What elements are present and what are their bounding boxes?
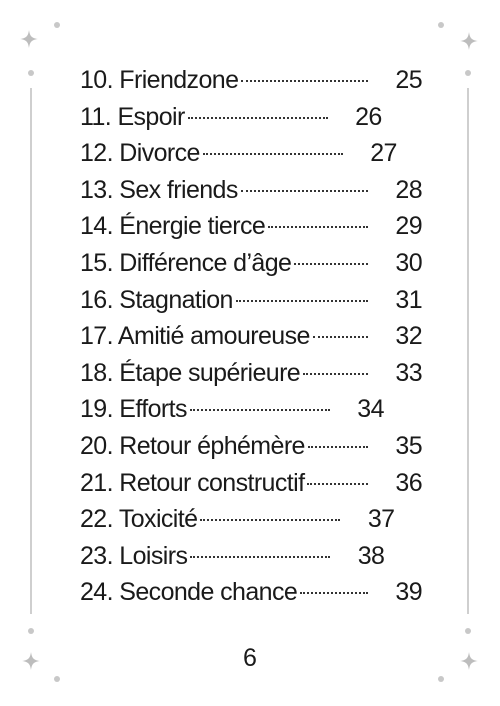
toc-entry-page: 29 [395, 212, 422, 241]
toc-entry-title: 18. Étape supérieure [80, 358, 301, 387]
toc-dot-leader [190, 555, 331, 558]
toc-entry-page: 30 [395, 248, 422, 277]
toc-entry-page: 32 [395, 322, 422, 351]
dot-icon [54, 676, 60, 682]
toc-entry-title: 22. Toxicité [80, 505, 198, 534]
toc-dot-leader [268, 226, 368, 229]
toc-entry-title: 14. Énergie tierce [80, 212, 266, 241]
toc-dot-leader [240, 189, 368, 192]
left-border-rule [30, 88, 32, 614]
dot-icon [54, 22, 60, 28]
toc-entry-page: 25 [395, 66, 422, 94]
toc-entry-page: 38 [357, 541, 385, 570]
toc-entry: 17. Amitié amoureuse 32 [80, 318, 423, 355]
toc-entry-title: 10. Friendzone [80, 66, 239, 94]
toc-dot-leader [303, 372, 368, 375]
toc-entry: 23. Loisirs 38 [80, 538, 422, 575]
dot-icon [28, 628, 34, 634]
toc-entry: 19. Efforts 34 [80, 391, 422, 428]
toc-entry: 10. Friendzone 25 [80, 62, 423, 99]
table-of-contents: 10. Friendzone 25 11. Espoir 26 12. Divo… [80, 62, 423, 611]
dot-icon [438, 22, 444, 28]
toc-entry: 24. Seconde chance 39 [80, 574, 423, 611]
toc-entry: 13. Sex friends 28 [80, 172, 423, 209]
toc-entry-page: 36 [395, 468, 422, 497]
toc-entry-page: 31 [395, 285, 422, 314]
toc-dot-leader [300, 592, 368, 595]
sparkle-icon [22, 652, 40, 670]
dot-icon [438, 676, 444, 682]
right-border-rule [467, 88, 469, 614]
toc-entry-title: 16. Stagnation [80, 285, 233, 314]
toc-entry-page: 27 [370, 139, 397, 168]
toc-entry-page: 35 [395, 431, 422, 460]
sparkle-icon [460, 32, 478, 50]
toc-entry-page: 34 [357, 395, 384, 424]
toc-entry-title: 11. Espoir [80, 102, 185, 131]
sparkle-icon [460, 652, 478, 670]
toc-entry-page: 33 [395, 358, 422, 387]
dot-icon [465, 70, 471, 76]
toc-entry-page: 37 [367, 505, 395, 534]
toc-entry: 21. Retour constructif 36 [80, 465, 423, 502]
toc-dot-leader [235, 299, 368, 302]
toc-dot-leader [241, 80, 368, 82]
toc-entry: 22. Toxicité 37 [80, 501, 422, 538]
toc-entry-title: 24. Seconde chance [80, 578, 298, 607]
toc-dot-leader [312, 336, 368, 339]
toc-entry-title: 23. Loisirs [80, 541, 188, 570]
toc-entry-title: 12. Divorce [80, 139, 200, 168]
toc-entry: 14. Énergie tierce 29 [80, 208, 423, 245]
toc-entry-title: 15. Différence d’âge [80, 248, 292, 277]
toc-entry: 15. Différence d’âge 30 [80, 245, 423, 282]
toc-entry: 16. Stagnation 31 [80, 282, 423, 319]
dot-icon [28, 70, 34, 76]
toc-entry-title: 13. Sex friends [80, 175, 238, 204]
toc-dot-leader [200, 519, 341, 522]
toc-entry-page: 26 [355, 102, 382, 131]
toc-dot-leader [189, 409, 330, 412]
toc-entry: 18. Étape supérieure 33 [80, 355, 423, 392]
toc-dot-leader [307, 445, 368, 448]
toc-entry: 11. Espoir 26 [80, 99, 422, 136]
dot-icon [465, 628, 471, 634]
toc-entry-title: 17. Amitié amoureuse [80, 322, 310, 351]
sparkle-icon [20, 30, 38, 48]
toc-entry-title: 21. Retour constructif [80, 468, 305, 497]
toc-entry: 20. Retour éphémère 35 [80, 428, 423, 465]
toc-entry: 12. Divorce 27 [80, 135, 422, 172]
toc-dot-leader [202, 153, 343, 156]
toc-entry-title: 19. Efforts [80, 395, 187, 424]
toc-dot-leader [307, 482, 368, 485]
toc-dot-leader [187, 116, 328, 119]
toc-entry-page: 28 [395, 175, 422, 204]
toc-dot-leader [294, 262, 368, 265]
page-number: 6 [243, 644, 257, 672]
toc-entry-page: 39 [395, 578, 422, 607]
toc-entry-title: 20. Retour éphémère [80, 431, 305, 460]
